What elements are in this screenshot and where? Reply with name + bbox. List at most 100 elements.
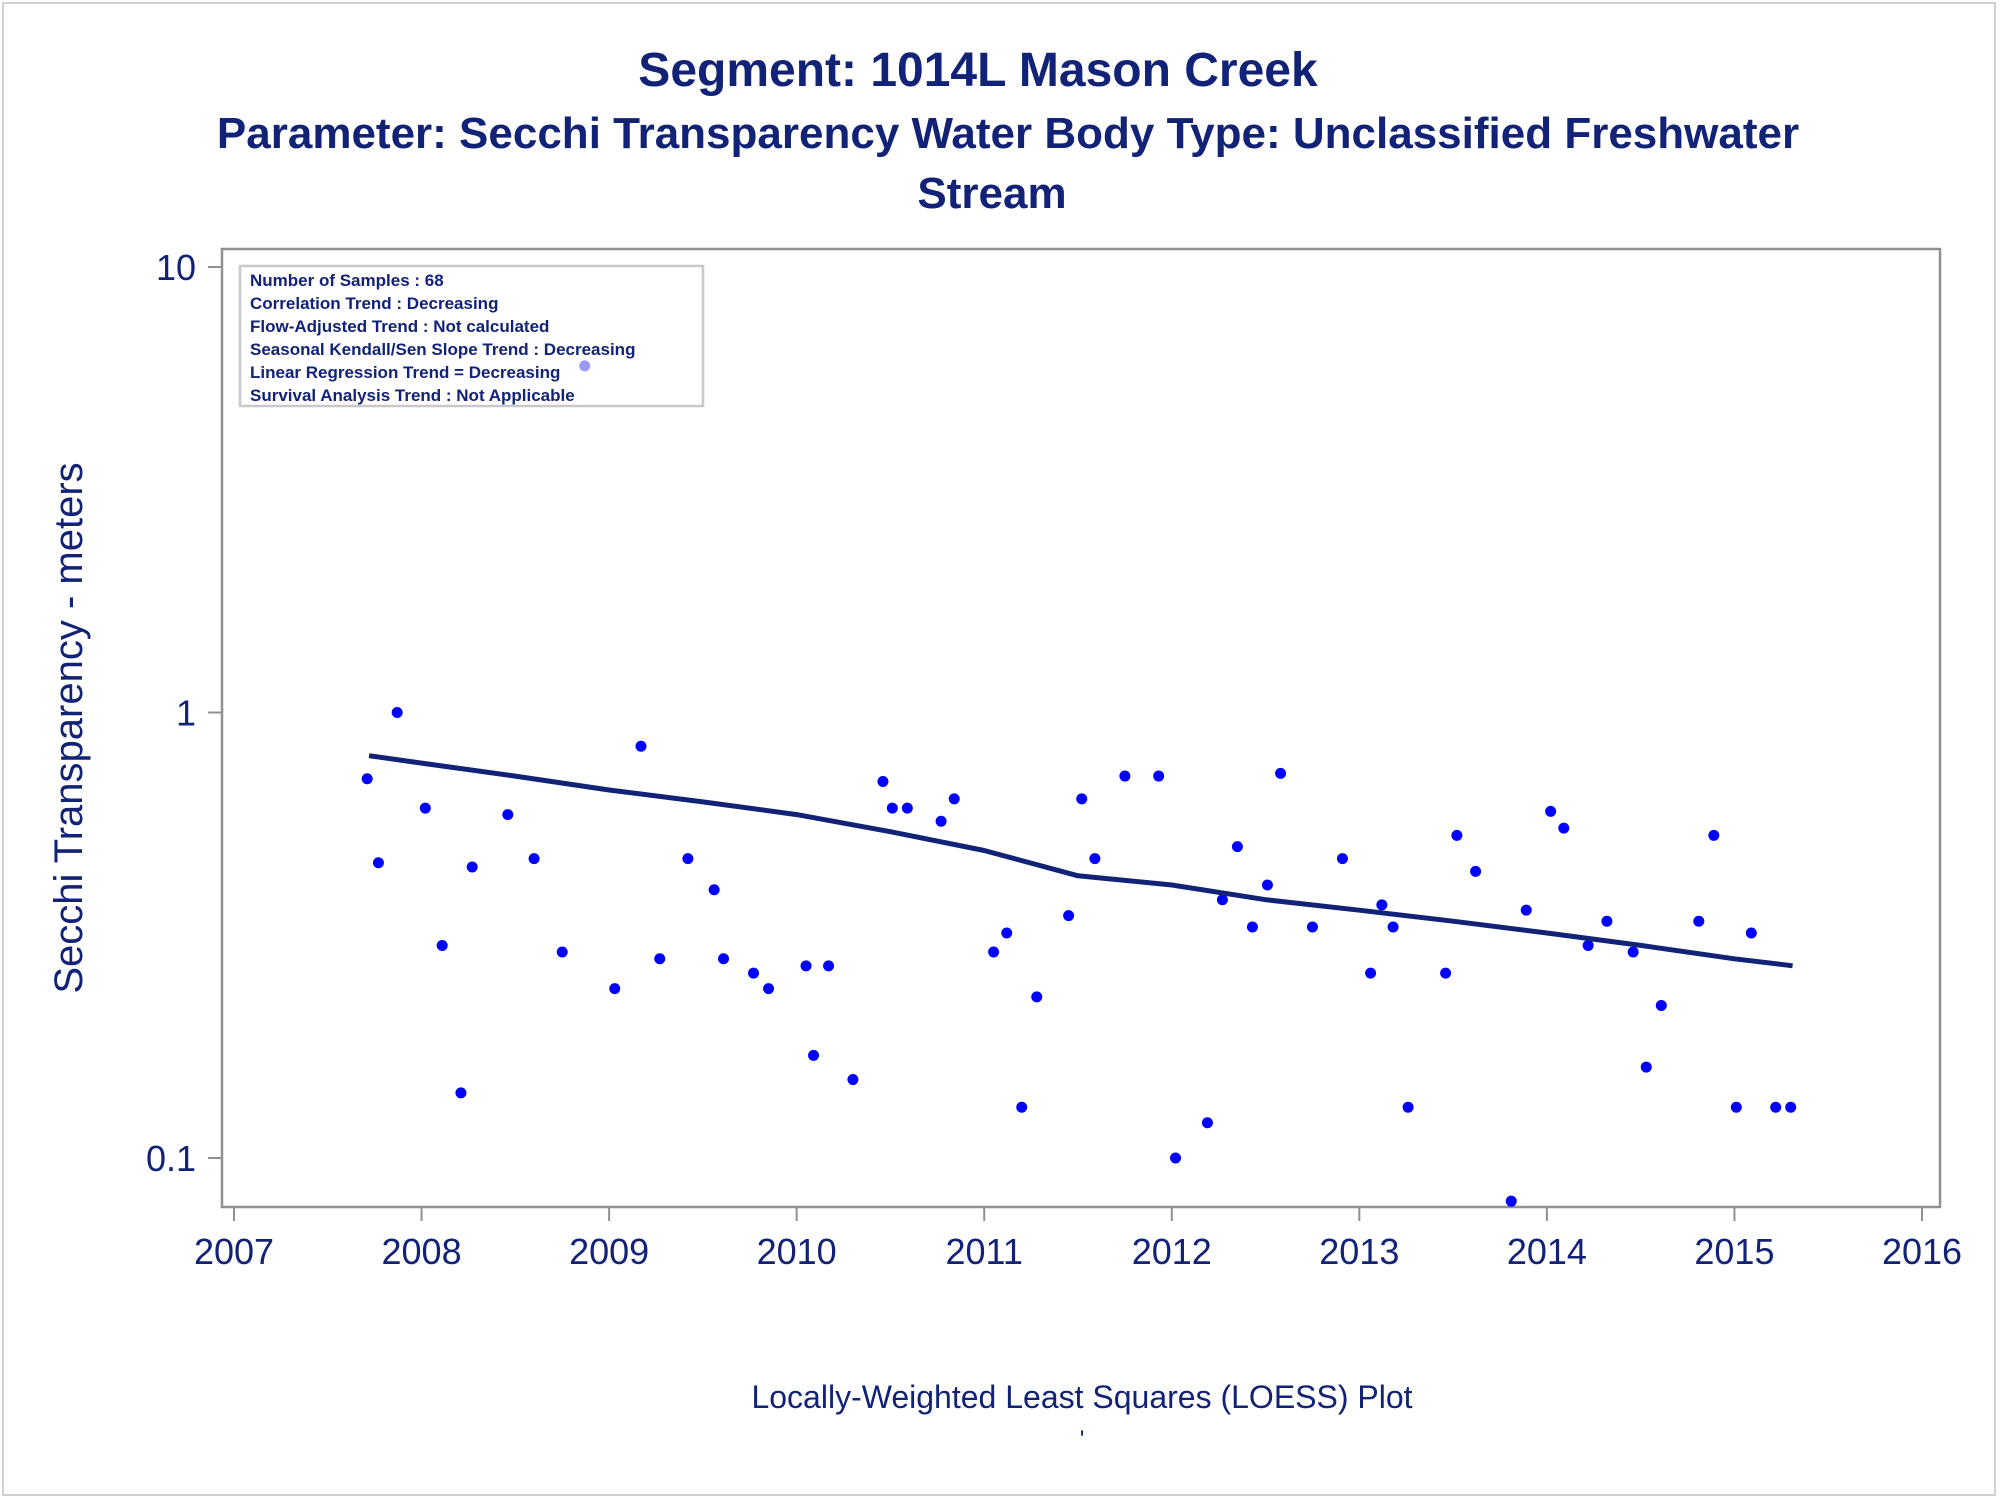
- data-point: [1655, 999, 1667, 1011]
- data-point: [528, 853, 540, 865]
- data-point: [708, 884, 720, 896]
- data-point: [823, 960, 835, 972]
- chart-subtitle-line2: Stream: [917, 169, 1066, 218]
- data-point: [1558, 822, 1570, 834]
- stats-line-flow-adjusted: Flow-Adjusted Trend : Not calculated: [250, 317, 549, 336]
- data-point: [1387, 921, 1399, 933]
- chart-title: Segment: 1014L Mason Creek: [638, 44, 1318, 97]
- data-point: [609, 983, 621, 995]
- data-point: [502, 809, 514, 821]
- data-point: [361, 773, 373, 785]
- data-point: [466, 861, 478, 873]
- data-point: [901, 802, 913, 814]
- data-point: [1730, 1101, 1742, 1113]
- stats-box: [238, 264, 705, 408]
- data-point: [455, 1087, 467, 1099]
- data-point: [847, 1074, 859, 1086]
- data-points: [361, 360, 1797, 1207]
- stats-line-survival: Survival Analysis Trend : Not Applicable: [250, 386, 575, 405]
- data-point: [419, 802, 431, 814]
- stats-line-correlation: Correlation Trend : Decreasing: [250, 294, 498, 313]
- data-point: [1505, 1195, 1517, 1207]
- data-point: [436, 939, 448, 951]
- x-axis-label: Locally-Weighted Least Squares (LOESS) P…: [751, 1379, 1412, 1415]
- data-point: [654, 953, 666, 965]
- data-point: [1001, 927, 1013, 939]
- data-point: [763, 983, 775, 995]
- x-axis: 2007 2008 2009 2010 2011 2012 2013 2014 2015 2016: [194, 1207, 1962, 1272]
- data-point: [1170, 1152, 1182, 1164]
- data-point: [1153, 770, 1165, 782]
- y-axis: 0.1 1 10: [146, 247, 222, 1179]
- data-point: [748, 967, 760, 979]
- y-tick-label: 1: [176, 693, 196, 734]
- data-point: [372, 857, 384, 869]
- x-tick-label: 2013: [1319, 1231, 1399, 1272]
- data-point: [1336, 853, 1348, 865]
- data-point: [1246, 921, 1258, 933]
- data-point: [556, 946, 568, 958]
- chart-subtitle-line1: Parameter: Secchi Transparency Water Bod…: [217, 109, 1799, 158]
- data-point: [391, 707, 403, 718]
- data-point: [1306, 921, 1318, 933]
- data-point: [1119, 770, 1131, 782]
- x-tick-label: 2012: [1132, 1231, 1212, 1272]
- data-point: [1601, 915, 1613, 927]
- data-point: [635, 740, 647, 752]
- loess-trend-line: [368, 753, 1793, 969]
- stats-line-seasonal-kendall: Seasonal Kendall/Sen Slope Trend : Decre…: [250, 340, 635, 359]
- data-point: [1627, 946, 1639, 958]
- data-point: [1785, 1101, 1797, 1113]
- data-point: [1261, 879, 1273, 891]
- data-point: [800, 960, 812, 972]
- x-tick-label: 2011: [946, 1231, 1023, 1272]
- stats-line-samples: Number of Samples : 68: [250, 271, 444, 290]
- data-point: [886, 802, 898, 814]
- chart-svg: Segment: 1014L Mason Creek Parameter: Se…: [47, 44, 1962, 1453]
- data-point: [877, 776, 889, 788]
- x-tick-label: 2007: [194, 1231, 274, 1272]
- x-axis-label-mark: ': [1080, 1426, 1085, 1453]
- data-point: [1089, 853, 1101, 865]
- x-tick-label: 2015: [1694, 1231, 1774, 1272]
- data-point: [1745, 927, 1757, 939]
- data-point: [1063, 910, 1075, 922]
- data-point: [1582, 939, 1594, 951]
- x-tick-label: 2014: [1507, 1231, 1587, 1272]
- data-point: [1275, 767, 1287, 779]
- x-tick-label: 2016: [1882, 1231, 1962, 1272]
- data-point: [1016, 1101, 1028, 1113]
- data-point: [948, 793, 960, 805]
- data-point: [1708, 829, 1720, 841]
- data-point: [1520, 904, 1532, 916]
- data-point: [682, 853, 694, 865]
- plot-area: [220, 247, 1942, 1209]
- data-point: [718, 953, 730, 965]
- data-point: [1365, 967, 1377, 979]
- stats-line-linear-regression: Linear Regression Trend = Decreasing: [250, 363, 560, 382]
- x-tick-label: 2008: [382, 1231, 462, 1272]
- y-tick-label: 0.1: [146, 1138, 196, 1179]
- data-point: [1640, 1061, 1652, 1073]
- data-point: [1402, 1101, 1414, 1113]
- data-point: [935, 815, 947, 827]
- data-point: [1451, 829, 1463, 841]
- data-point: [1693, 915, 1705, 927]
- data-point: [1031, 991, 1043, 1003]
- y-axis-label: Secchi Transparency - meters: [47, 462, 91, 993]
- data-point: [1440, 967, 1452, 979]
- data-point: [1231, 841, 1243, 853]
- data-point: [1376, 899, 1388, 911]
- data-point: [988, 946, 1000, 958]
- x-tick-label: 2009: [569, 1231, 649, 1272]
- data-point: [1201, 1117, 1213, 1129]
- y-tick-label: 10: [156, 247, 196, 288]
- data-point: [1770, 1101, 1782, 1113]
- data-point: [1216, 894, 1228, 906]
- data-point: [1470, 865, 1482, 877]
- data-point: [1076, 793, 1088, 805]
- x-tick-label: 2010: [757, 1231, 837, 1272]
- data-point: [1545, 805, 1557, 817]
- data-point: [808, 1049, 820, 1061]
